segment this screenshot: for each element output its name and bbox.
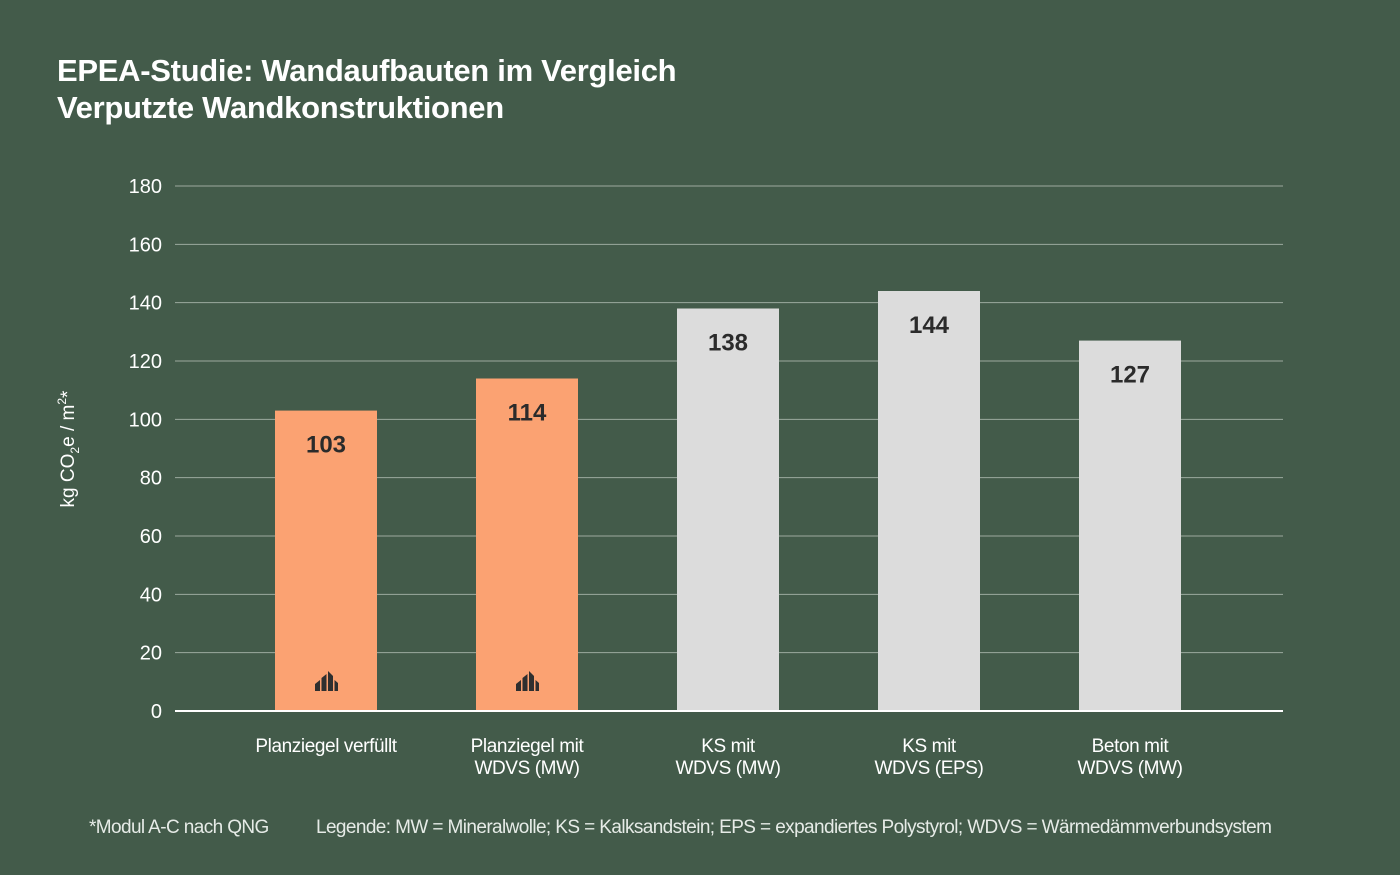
y-tick-label: 120 (129, 351, 162, 373)
y-axis-label-prefix: kg CO (58, 454, 79, 508)
legend-text: Legende: MW = Mineralwolle; KS = Kalksan… (316, 817, 1272, 838)
x-tick-label: WDVS (MW) (474, 758, 579, 779)
building-logo-icon (516, 671, 539, 691)
bar (1079, 340, 1181, 711)
y-tick-label: 140 (129, 293, 162, 315)
title-line-2: Verputzte Wandkonstruktionen (57, 90, 504, 125)
y-tick-label: 60 (140, 526, 162, 548)
footnote: *Modul A-C nach QNG (89, 817, 269, 838)
x-tick-label: Planziegel verfüllt (255, 736, 397, 757)
bar-group: 138 (677, 308, 779, 711)
y-tick-label: 180 (129, 176, 162, 198)
bar-group: 127 (1079, 340, 1181, 711)
title-line-1: EPEA-Studie: Wandaufbauten im Vergleich (57, 53, 677, 88)
y-axis-ticks: 0 20 40 60 80 100 120 140 160 180 (129, 176, 162, 723)
y-tick-label: 20 (140, 643, 162, 665)
bar-chart: 0 20 40 60 80 100 120 140 160 180 103 114 138 144 127… (55, 176, 1283, 779)
bar-group: 144 (878, 291, 980, 711)
chart-title: EPEA-Studie: Wandaufbauten im Vergleich … (57, 52, 677, 126)
y-axis-label-suffix: * (58, 390, 79, 398)
bar-data-label: 127 (1110, 362, 1150, 389)
bar (275, 410, 377, 711)
bar (476, 378, 578, 711)
building-logo-icon (315, 671, 338, 691)
x-tick-label: KS mit (902, 736, 957, 757)
bars: 103 114 138 144 127 (275, 291, 1181, 711)
bar-data-label: 144 (909, 312, 950, 339)
bar-data-label: 138 (708, 330, 748, 357)
y-axis-label: kg CO2e / m2* (55, 390, 82, 507)
x-tick-label: Beton mit (1092, 736, 1170, 757)
x-tick-label: WDVS (MW) (675, 758, 780, 779)
y-tick-label: 160 (129, 234, 162, 256)
x-tick-label: Planziegel mit (471, 736, 585, 757)
y-tick-label: 40 (140, 584, 162, 606)
bar-data-label: 114 (508, 400, 547, 427)
bar-data-label: 103 (306, 432, 346, 459)
y-axis-label-sub: 2 (68, 447, 82, 454)
y-tick-label: 100 (129, 409, 162, 431)
y-tick-label: 0 (151, 701, 162, 723)
y-axis-label-sup: 2 (55, 398, 69, 405)
x-tick-label: WDVS (MW) (1077, 758, 1182, 779)
x-tick-label: WDVS (EPS) (875, 758, 984, 779)
bar (677, 308, 779, 711)
x-tick-label: KS mit (701, 736, 756, 757)
bar (878, 291, 980, 711)
y-axis-label-middle: e / m (58, 405, 79, 447)
y-tick-label: 80 (140, 468, 162, 490)
bar-group: 114 (476, 378, 578, 711)
bar-group: 103 (275, 410, 377, 711)
